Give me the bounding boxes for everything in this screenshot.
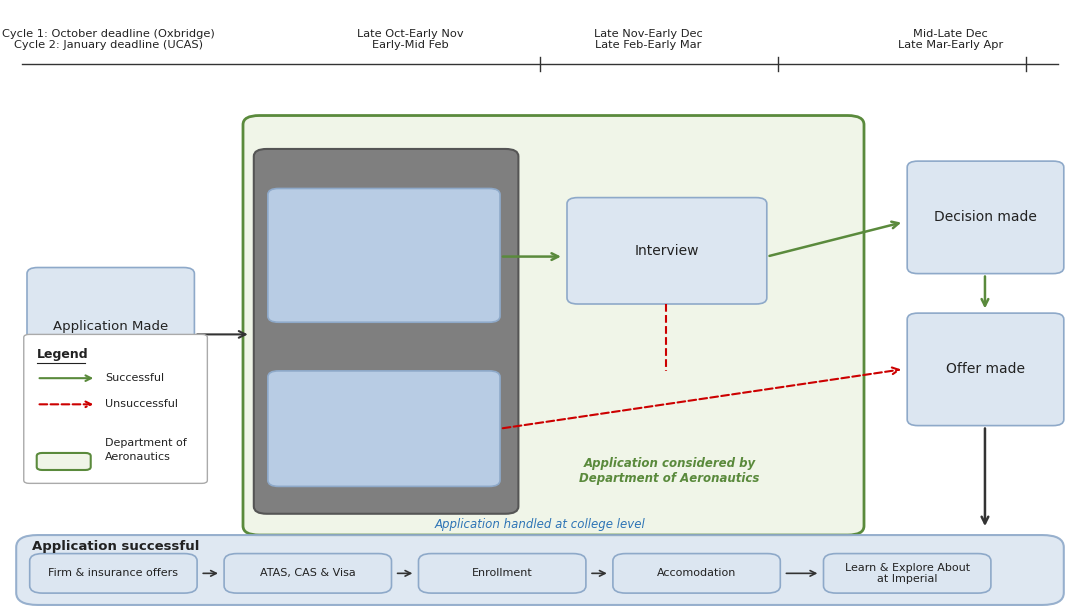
Text: Successful: Successful — [105, 373, 164, 383]
Text: Late Nov-Early Dec
Late Feb-Early Mar: Late Nov-Early Dec Late Feb-Early Mar — [594, 29, 702, 50]
FancyBboxPatch shape — [907, 313, 1064, 426]
FancyBboxPatch shape — [254, 149, 518, 514]
FancyBboxPatch shape — [29, 553, 197, 593]
Text: Unsuccessful: Unsuccessful — [105, 399, 178, 409]
FancyBboxPatch shape — [824, 553, 991, 593]
Text: Application handled at college level: Application handled at college level — [434, 517, 646, 531]
FancyBboxPatch shape — [243, 116, 864, 535]
Text: Interview: Interview — [635, 244, 699, 258]
FancyBboxPatch shape — [16, 535, 1064, 605]
FancyBboxPatch shape — [225, 553, 391, 593]
Text: Firm & insurance offers: Firm & insurance offers — [49, 568, 178, 578]
Text: Application considered by
Department of Aeronautics: Application considered by Department of … — [579, 457, 760, 485]
Text: Cycle 1: October deadline (Oxbridge)
Cycle 2: January deadline (UCAS): Cycle 1: October deadline (Oxbridge) Cyc… — [2, 29, 214, 50]
FancyBboxPatch shape — [419, 553, 585, 593]
Text: UCAS Application
Assessed: UCAS Application Assessed — [326, 241, 442, 269]
Text: Legend: Legend — [37, 348, 89, 361]
Text: Application successful: Application successful — [32, 540, 200, 553]
FancyBboxPatch shape — [907, 161, 1064, 274]
FancyBboxPatch shape — [268, 371, 500, 486]
Text: Accomodation: Accomodation — [657, 568, 737, 578]
FancyBboxPatch shape — [24, 334, 207, 483]
FancyBboxPatch shape — [567, 198, 767, 304]
Text: IC Aero/EEE MAT: IC Aero/EEE MAT — [329, 422, 438, 435]
FancyBboxPatch shape — [268, 188, 500, 322]
FancyBboxPatch shape — [613, 553, 781, 593]
Text: Department of
Aeronautics: Department of Aeronautics — [105, 438, 187, 461]
Text: Enrollment: Enrollment — [472, 568, 532, 578]
FancyBboxPatch shape — [27, 268, 194, 401]
FancyBboxPatch shape — [37, 453, 91, 470]
Text: ATAS, CAS & Visa: ATAS, CAS & Visa — [260, 568, 355, 578]
Text: Learn & Explore About
at Imperial: Learn & Explore About at Imperial — [845, 562, 970, 584]
Text: Offer made: Offer made — [946, 362, 1025, 376]
Text: Late Oct-Early Nov
Early-Mid Feb: Late Oct-Early Nov Early-Mid Feb — [357, 29, 463, 50]
Text: Mid-Late Dec
Late Mar-Early Apr: Mid-Late Dec Late Mar-Early Apr — [897, 29, 1003, 50]
Text: Decision made: Decision made — [934, 210, 1037, 224]
Text: Application Made
Apply on UCAS: Application Made Apply on UCAS — [53, 320, 168, 348]
